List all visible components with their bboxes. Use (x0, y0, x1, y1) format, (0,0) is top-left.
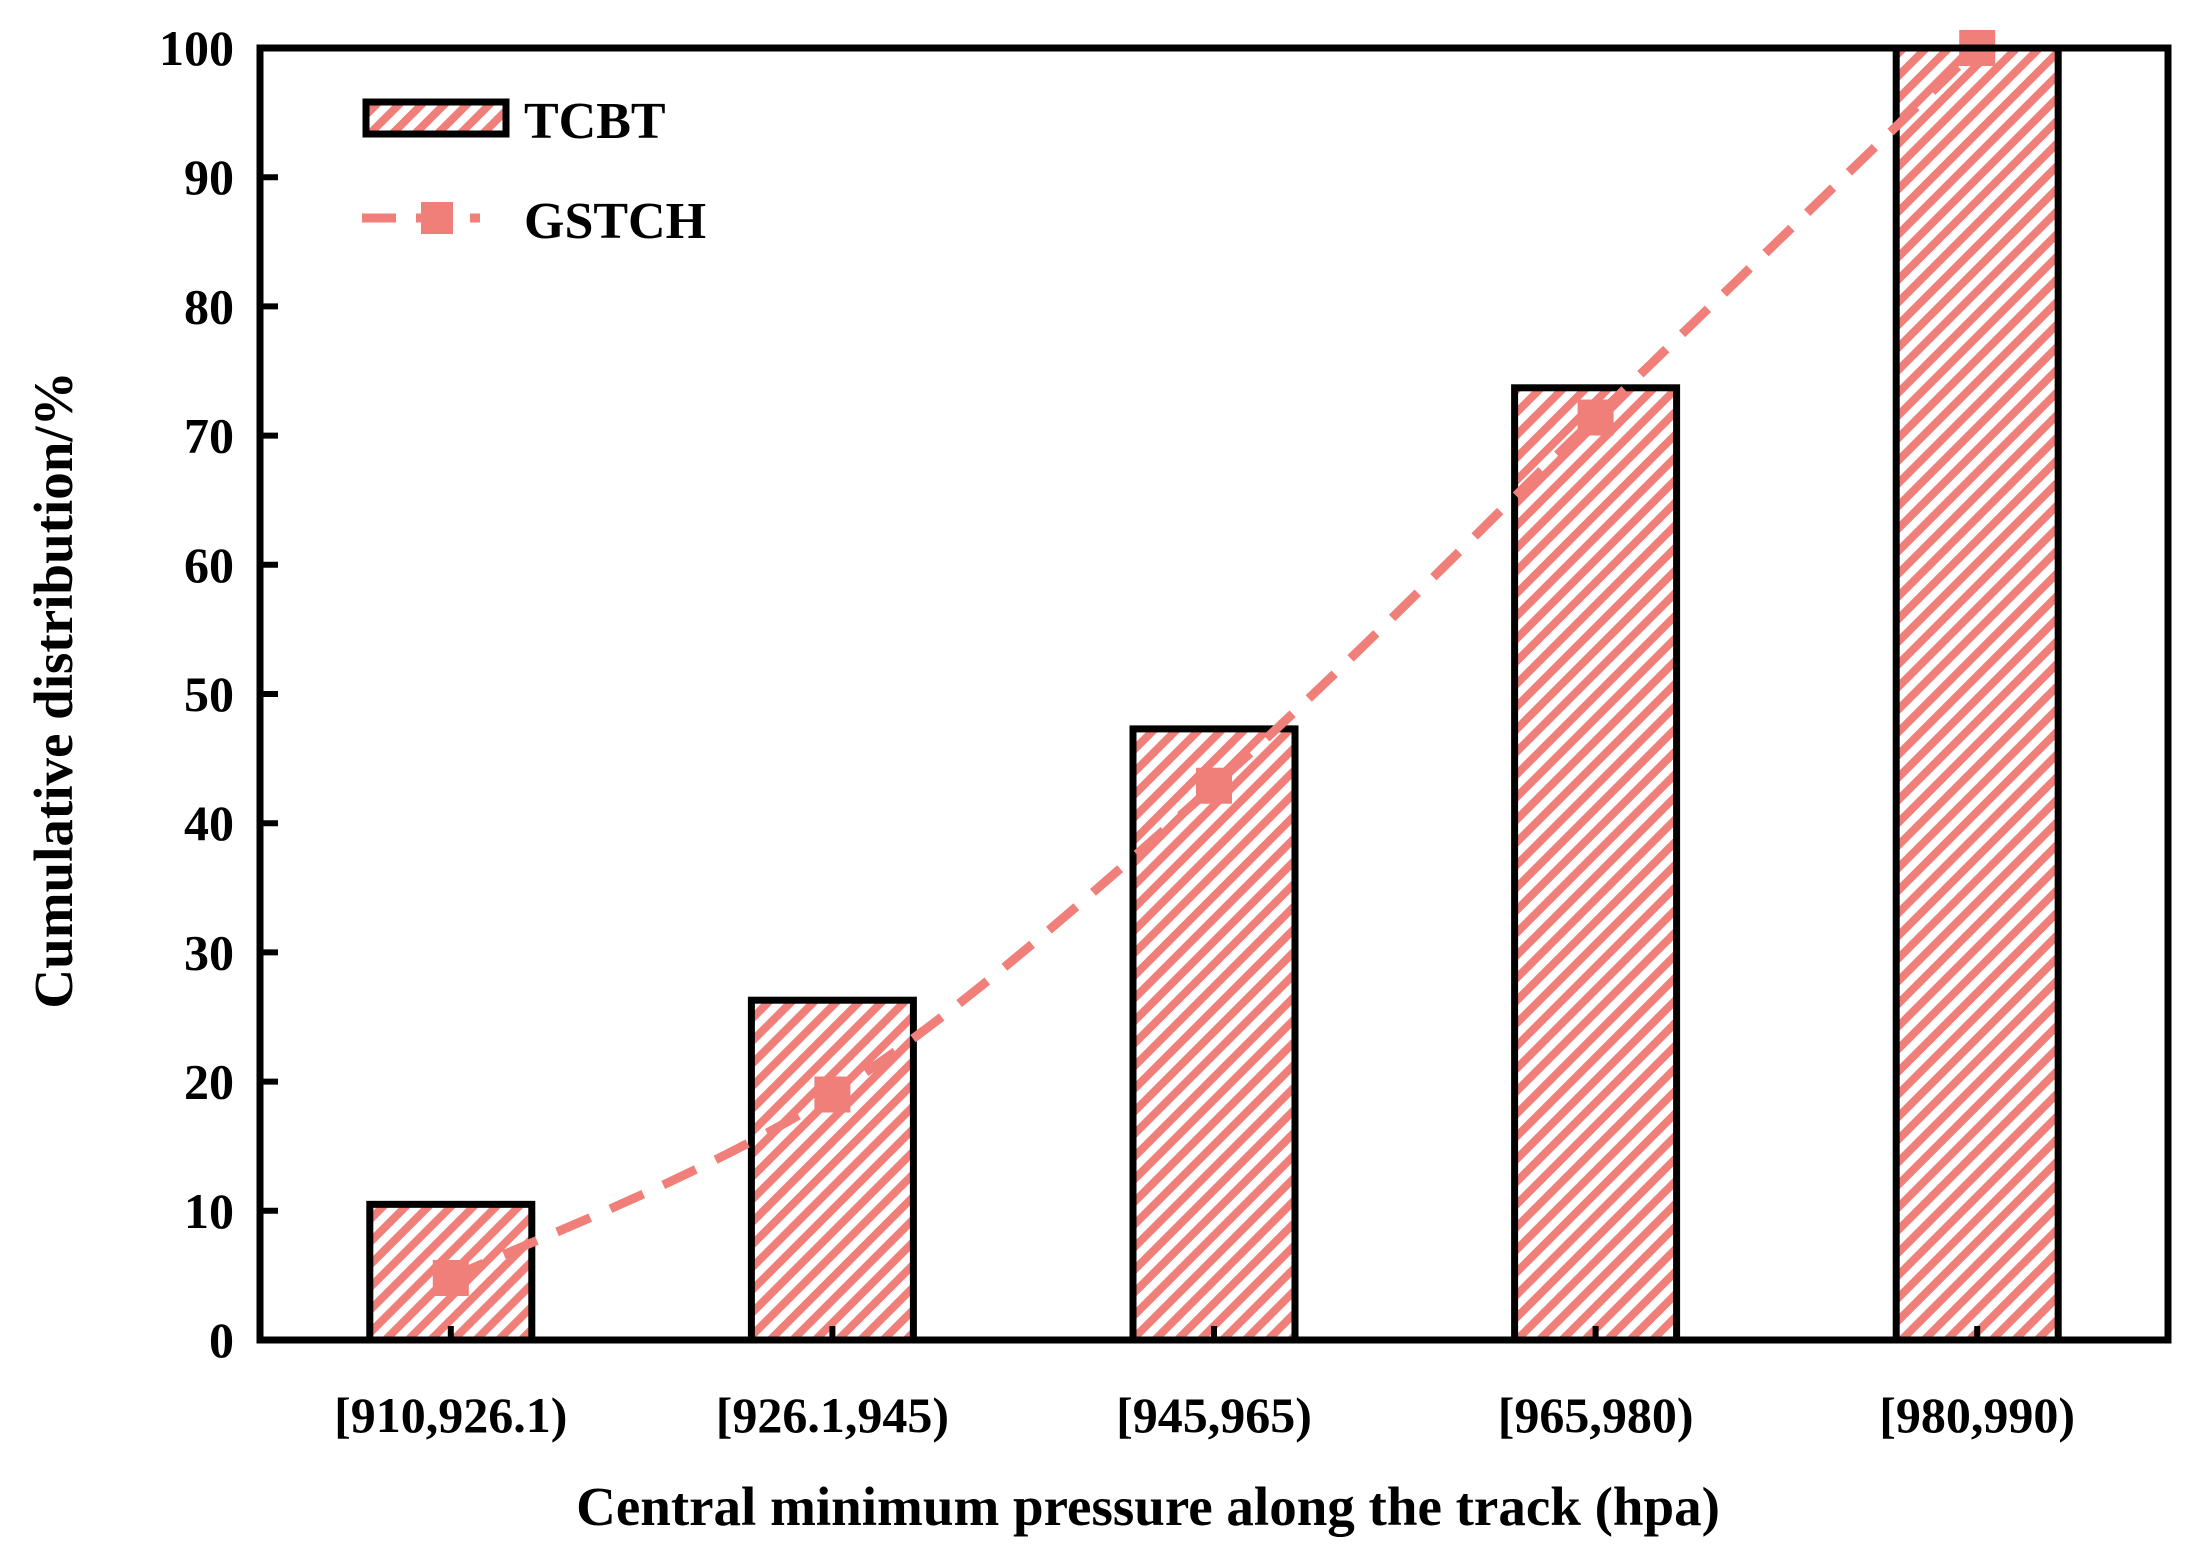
point-gstch-1 (814, 1076, 851, 1113)
point-gstch-3 (1577, 399, 1614, 436)
legend-tcbt-swatch (362, 98, 510, 138)
line-layer (432, 30, 1996, 1296)
x-tick-label-2: [945,965) (1116, 1387, 1312, 1443)
y-tick-label-1: 10 (184, 1183, 234, 1239)
legend: TCBT GSTCH (362, 93, 706, 250)
ticks-layer: 0 10 20 30 40 50 60 70 80 90 100 [910,926.1) [926.1,… (159, 20, 2075, 1443)
x-tick-label-3: [965,980) (1498, 1387, 1694, 1443)
x-tick-label-0: [910,926.1) (334, 1387, 567, 1443)
y-tick-label-9: 90 (184, 149, 234, 205)
x-tick-label-1: [926.1,945) (716, 1387, 949, 1443)
y-axis-title: Cumulative distribution/% (23, 371, 84, 1008)
x-axis-title: Central minimum pressure along the track… (576, 1476, 1720, 1537)
point-gstch-0 (432, 1259, 469, 1296)
y-tick-label-8: 80 (184, 278, 234, 334)
y-tick-label-7: 70 (184, 408, 234, 464)
y-tick-label-3: 30 (184, 924, 234, 980)
y-tick-label-5: 50 (184, 666, 234, 722)
y-tick-label-4: 40 (184, 795, 234, 851)
bar-tcbt-4 (1892, 44, 2062, 1344)
y-tick-label-10: 100 (159, 20, 234, 76)
bar-tcbt-3 (1511, 384, 1681, 1344)
bar-tcbt-2 (1129, 725, 1299, 1344)
y-tick-label-6: 60 (184, 537, 234, 593)
legend-gstch-label: GSTCH (524, 193, 706, 250)
legend-gstch-marker (421, 202, 453, 234)
legend-tcbt-label: TCBT (524, 93, 666, 150)
point-gstch-2 (1196, 767, 1232, 804)
y-tick-label-0: 0 (209, 1312, 234, 1368)
x-tick-label-4: [980,990) (1879, 1387, 2075, 1443)
bars-layer (366, 44, 2062, 1344)
y-tick-label-2: 20 (184, 1054, 234, 1110)
